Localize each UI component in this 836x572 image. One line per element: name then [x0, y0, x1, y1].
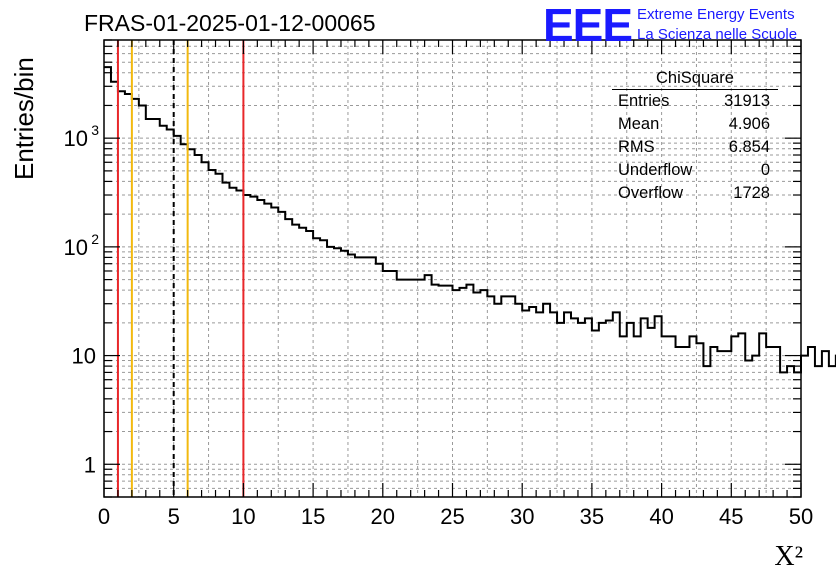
logo-line-1: Extreme Energy Events [637, 6, 795, 23]
stats-value: 0 [760, 161, 770, 179]
logo-line-2: La Scienza nelle Scuole [637, 26, 798, 43]
x-tick-label: 15 [301, 504, 325, 529]
eee-logo-mark: EEE [543, 0, 633, 51]
y-tick-label: 10 [72, 344, 96, 369]
stats-label: RMS [618, 138, 655, 156]
x-tick-label: 30 [510, 504, 534, 529]
x-tick-label: 10 [231, 504, 255, 529]
stats-label: Overflow [618, 184, 684, 202]
stats-row-underflow: Underflow 0 [610, 159, 778, 182]
x-tick-label: 5 [168, 504, 180, 529]
stats-label: Underflow [618, 161, 693, 179]
stats-row-overflow: Overflow 1728 [610, 182, 778, 205]
stats-row-entries: Entries 31913 [610, 90, 778, 113]
y-tick-exponent: 2 [91, 231, 99, 247]
y-axis-label: Entries/bin [9, 57, 39, 180]
x-tick-label: 45 [719, 504, 743, 529]
histogram-series [104, 66, 836, 374]
x-tick-label: 25 [440, 504, 464, 529]
stats-value: 1728 [733, 184, 770, 202]
stats-row-rms: RMS 6.854 [610, 136, 778, 159]
stats-box: ChiSquare Entries 31913 Mean 4.906 RMS 6… [610, 67, 778, 205]
x-tick-label: 40 [649, 504, 673, 529]
stats-value: 4.906 [728, 115, 770, 133]
stats-row-mean: Mean 4.906 [610, 113, 778, 136]
stats-value: 6.854 [728, 138, 770, 156]
y-tick-label: 1 [84, 452, 96, 477]
y-tick-label: 10 [64, 235, 88, 260]
stats-value: 31913 [724, 92, 770, 110]
x-tick-label: 35 [580, 504, 604, 529]
x-axis-label: X² [774, 541, 803, 572]
page-title: FRAS-01-2025-01-12-00065 [84, 10, 376, 36]
stats-label: Mean [618, 115, 660, 133]
y-tick-exponent: 3 [91, 122, 99, 138]
x-tick-label: 20 [371, 504, 395, 529]
stats-title: ChiSquare [612, 67, 778, 90]
x-tick-label: 0 [98, 504, 110, 529]
stats-label: Entries [618, 92, 670, 110]
y-tick-label: 10 [64, 126, 88, 151]
eee-logo: EEE Extreme Energy Events La Scienza nel… [543, 2, 833, 48]
x-tick-label: 50 [789, 504, 813, 529]
